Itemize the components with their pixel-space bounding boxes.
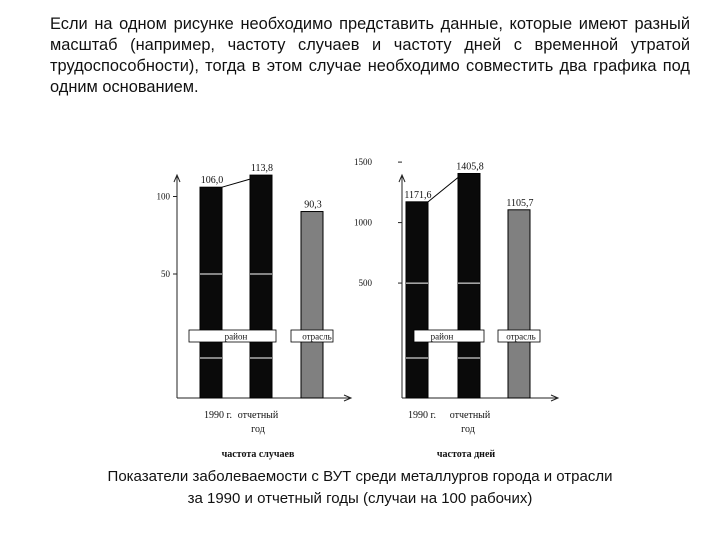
caption-line-2: за 1990 и отчетный годы (случаи на 100 р… bbox=[187, 490, 533, 507]
chart-2: 1500 1000 500 1171,6 1405,8 1105,7 район отрасл… bbox=[354, 157, 560, 460]
chart-title: частота случаев bbox=[222, 449, 295, 460]
bar bbox=[457, 172, 481, 399]
bar bbox=[507, 209, 531, 399]
caption-line-1: Показатели заболеваемости с ВУТ среди ме… bbox=[107, 468, 613, 485]
y-tick-label: 500 bbox=[359, 278, 373, 288]
chart-1: 100 50 106,0 113,8 90,3 район отрасль 1990 г. от… bbox=[157, 163, 353, 460]
bar-value-label: 1405,8 bbox=[456, 161, 484, 172]
group-label-district: район bbox=[225, 332, 248, 342]
bar bbox=[300, 211, 324, 399]
group-label-industry: отрасль bbox=[302, 332, 332, 342]
bar bbox=[199, 186, 223, 399]
x-label-year: год bbox=[251, 424, 265, 435]
bar-value-label: 113,8 bbox=[251, 163, 273, 174]
x-axis-arrow bbox=[550, 394, 560, 402]
bar-value-label: 1105,7 bbox=[506, 198, 533, 209]
bar-value-label: 106,0 bbox=[201, 175, 224, 186]
bar bbox=[405, 201, 429, 399]
figure-caption: Показатели заболеваемости с ВУТ среди ме… bbox=[60, 466, 660, 510]
y-tick-label: 1000 bbox=[354, 218, 373, 228]
group-label-district: район bbox=[431, 332, 454, 342]
intro-paragraph: Если на одном рисунке необходимо предста… bbox=[50, 15, 690, 96]
bar-value-label: 90,3 bbox=[304, 200, 322, 211]
group-label-industry: отрасль bbox=[506, 332, 536, 342]
trend-line bbox=[427, 177, 459, 203]
y-tick-label: 100 bbox=[157, 192, 171, 202]
y-axis-arrow bbox=[173, 173, 181, 183]
group-band-industry bbox=[290, 329, 334, 343]
chart-title: частота дней bbox=[437, 449, 496, 460]
bar-value-label: 1171,6 bbox=[404, 190, 431, 201]
bar bbox=[249, 174, 273, 399]
y-tick-label: 1500 bbox=[354, 157, 373, 167]
x-label-current: отчетный bbox=[238, 410, 279, 421]
group-band-district bbox=[188, 329, 277, 343]
x-label-1990: 1990 г. bbox=[204, 410, 232, 421]
x-label-year: год bbox=[461, 424, 475, 435]
y-axis-arrow bbox=[398, 173, 406, 183]
trend-line bbox=[221, 178, 251, 188]
x-axis-arrow bbox=[343, 394, 353, 402]
group-band-district bbox=[413, 329, 485, 343]
x-label-current: отчетный bbox=[450, 410, 491, 421]
group-band-industry bbox=[497, 329, 541, 343]
x-label-1990: 1990 г. bbox=[408, 410, 436, 421]
y-tick-label: 50 bbox=[161, 269, 171, 279]
